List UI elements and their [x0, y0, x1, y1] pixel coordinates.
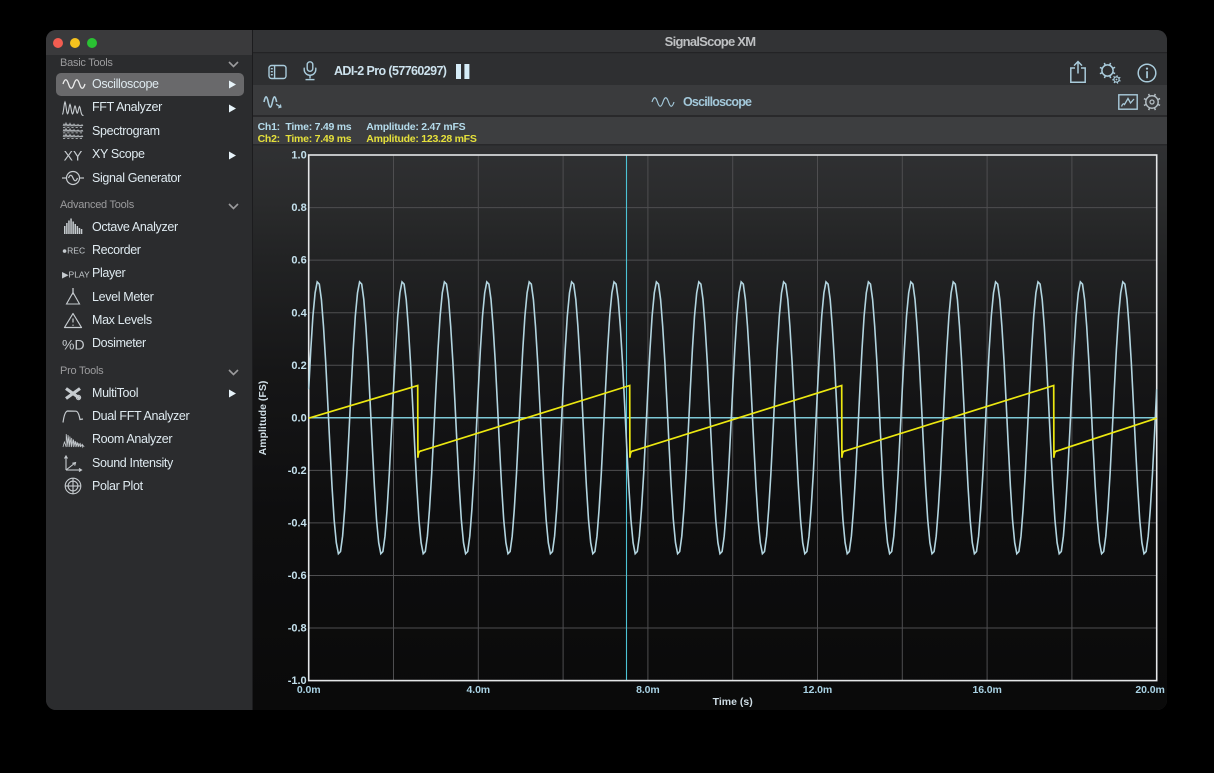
svg-text:-0.6: -0.6 — [288, 570, 307, 582]
svg-text:16.0m: 16.0m — [972, 684, 1001, 696]
svg-text:●REC: ●REC — [62, 246, 85, 256]
svg-text:Time (s): Time (s) — [713, 696, 753, 708]
svg-text:12.0m: 12.0m — [803, 684, 832, 696]
svg-text:0.4: 0.4 — [291, 307, 307, 319]
svg-text:-0.4: -0.4 — [288, 518, 308, 530]
svg-text:-0.8: -0.8 — [288, 623, 307, 635]
svg-text:0.8: 0.8 — [291, 202, 306, 214]
svg-text:-0.2: -0.2 — [288, 465, 307, 477]
svg-text:-1.0: -1.0 — [288, 675, 307, 687]
svg-text:%D: %D — [62, 336, 85, 352]
svg-text:0.6: 0.6 — [291, 255, 306, 267]
svg-text:4.0m: 4.0m — [467, 684, 491, 696]
svg-text:1.0: 1.0 — [291, 150, 306, 162]
svg-text:0.2: 0.2 — [291, 360, 306, 372]
svg-text:Amplitude (FS): Amplitude (FS) — [257, 381, 269, 456]
svg-text:▶PLAY: ▶PLAY — [62, 269, 90, 279]
svg-text:20.0m: 20.0m — [1135, 684, 1164, 696]
svg-text:8.0m: 8.0m — [636, 684, 660, 696]
svg-text:0.0m: 0.0m — [297, 684, 321, 696]
svg-text:0.0: 0.0 — [291, 412, 306, 424]
svg-text:XY: XY — [64, 147, 83, 163]
